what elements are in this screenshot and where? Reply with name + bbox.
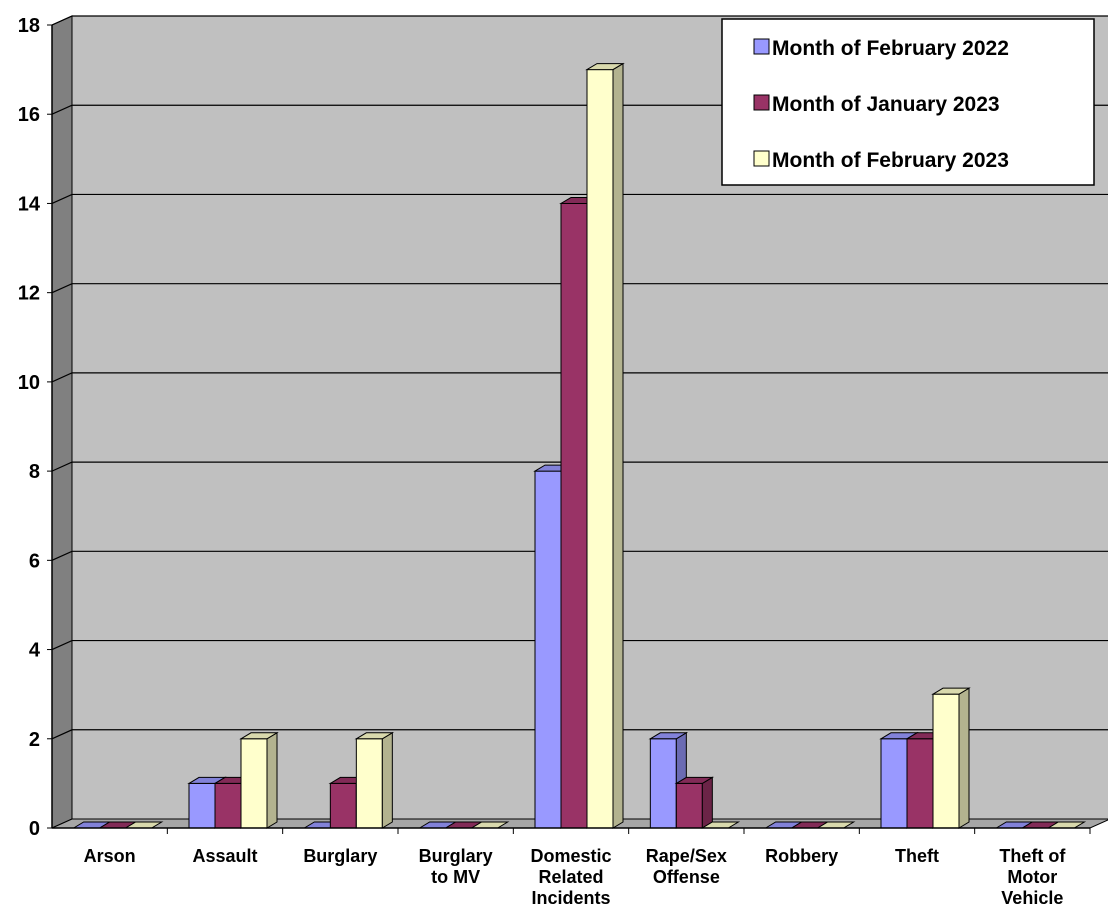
bar-front	[932, 693, 960, 829]
bar-side	[266, 731, 278, 829]
bar-front	[355, 738, 383, 829]
y-tick-label: 12	[18, 283, 40, 305]
y-axis: 0 2 4 6 8 10 12 14 16 18	[18, 15, 53, 840]
bar-top	[354, 732, 395, 740]
bar-front	[649, 738, 677, 829]
y-tick-label: 0	[29, 818, 40, 840]
legend-box	[721, 18, 1095, 186]
x-tick-label: Domestic Related Incidents	[530, 846, 611, 908]
bar-side	[381, 731, 393, 829]
bar-top	[648, 732, 689, 740]
gridline	[51, 639, 1108, 651]
legend-label: Month of January 2023	[772, 93, 1000, 116]
bar-front	[675, 782, 703, 829]
gridline	[51, 193, 1108, 204]
bar-front	[534, 470, 562, 829]
x-axis: Arson Assault Burglary Burglary to MV Domesti…	[52, 827, 1091, 908]
x-tick-label: Burglary to MV	[419, 846, 493, 887]
bar-side	[958, 687, 970, 829]
gridline	[51, 550, 1108, 561]
gridline	[51, 15, 1108, 26]
side-wall	[51, 15, 73, 829]
legend-label: Month of February 2022	[772, 37, 1009, 60]
bar-front	[586, 69, 614, 829]
gridline	[51, 461, 1108, 472]
bar-top	[674, 776, 715, 784]
x-tick-label: Arson	[84, 846, 136, 866]
y-tick-label: 10	[18, 372, 40, 394]
x-tick-label: Assault	[192, 846, 257, 866]
legend-label: Month of February 2023	[772, 149, 1009, 172]
bar-side	[701, 776, 713, 829]
x-tick-label: Burglary	[303, 846, 377, 866]
bar-front	[329, 782, 357, 829]
bar-front	[880, 738, 908, 829]
bar-top	[931, 687, 971, 695]
y-tick-label: 6	[29, 550, 40, 572]
bar-top	[585, 63, 625, 71]
y-tick-label: 16	[18, 104, 40, 126]
x-tick-label: Robbery	[765, 846, 838, 866]
legend-swatch	[753, 38, 770, 55]
bar-front	[188, 782, 216, 829]
y-tick-label: 18	[18, 15, 40, 37]
gridline	[51, 729, 1108, 740]
bar	[674, 776, 715, 829]
bar	[931, 687, 971, 829]
x-tick-label: Theft of Motor Vehicle	[999, 846, 1066, 908]
bar-front	[906, 738, 934, 829]
bar	[585, 62, 625, 829]
bar-top	[239, 732, 279, 740]
y-tick-label: 8	[29, 461, 40, 483]
gridlines	[51, 15, 1108, 740]
legend-swatch	[753, 94, 770, 111]
bar-front	[214, 782, 242, 829]
legend: Month of February 2022 Month of January 2…	[721, 18, 1095, 186]
gridline	[51, 283, 1108, 294]
x-tick-label: Theft	[895, 846, 939, 866]
gridline	[51, 372, 1108, 383]
bar-front	[240, 738, 268, 829]
x-tick-label: Rape/Sex Offense	[646, 846, 727, 887]
y-tick-label: 4	[29, 640, 41, 662]
y-tick-label: 14	[18, 193, 41, 215]
bar-front	[560, 202, 588, 829]
bar	[239, 731, 279, 829]
legend-swatch	[753, 150, 770, 167]
bar	[354, 731, 395, 829]
y-tick-label: 2	[29, 729, 40, 751]
bar-side	[612, 62, 624, 829]
